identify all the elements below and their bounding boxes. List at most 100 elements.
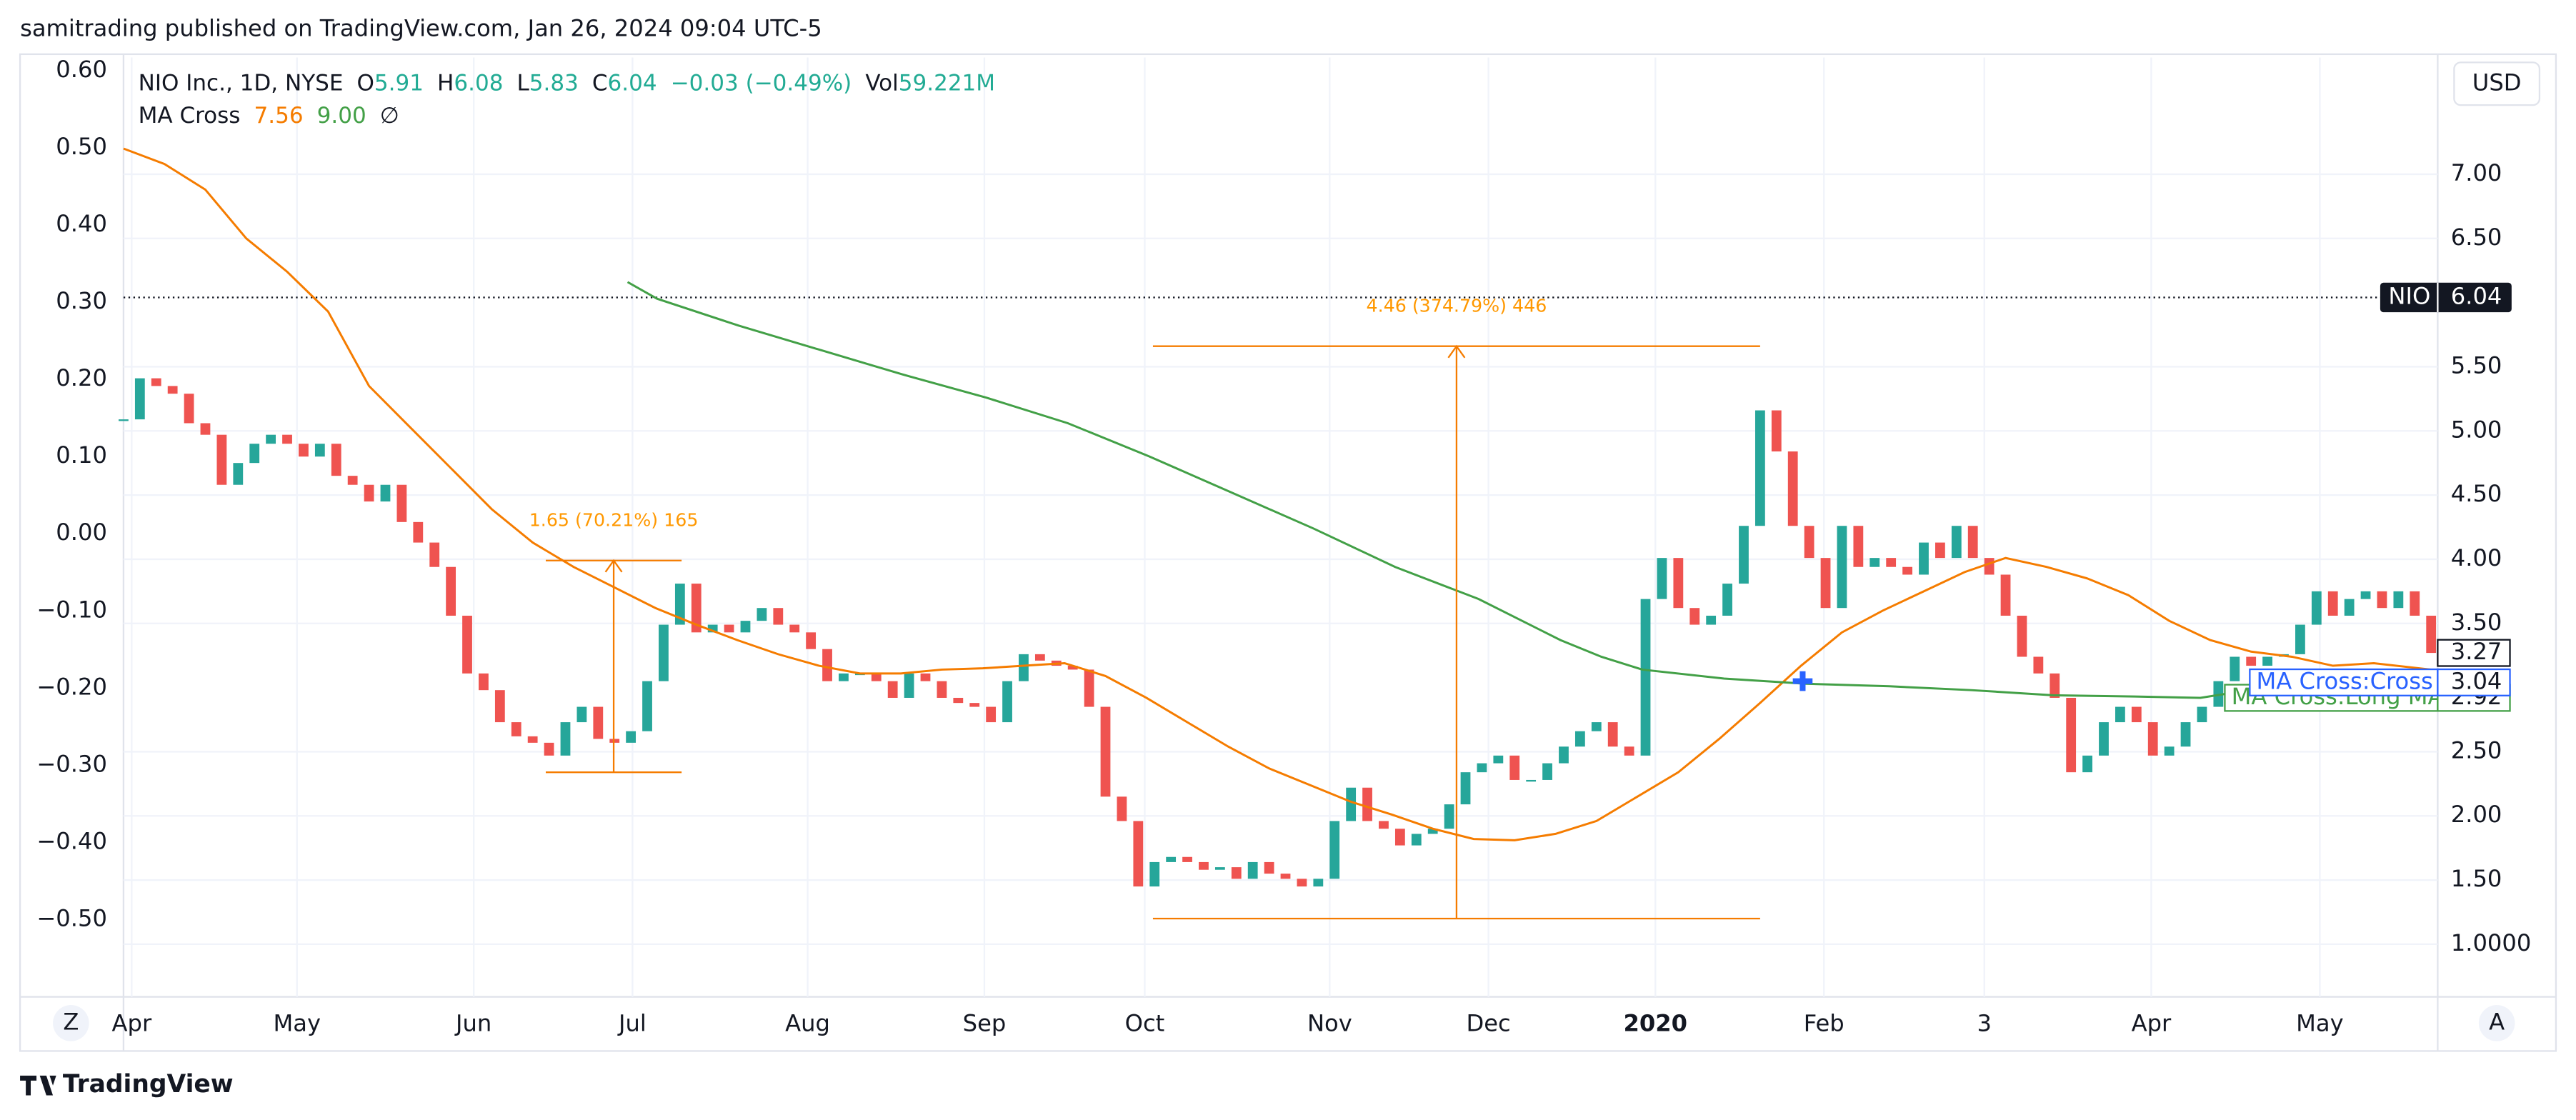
- short-value: 7.56: [254, 103, 304, 129]
- x-tick-label: Aug: [785, 1010, 830, 1037]
- candle: [2099, 722, 2109, 756]
- candle: [1460, 772, 1471, 805]
- candle: [1280, 874, 1291, 879]
- legend-line: NIO Inc., 1D, NYSE O5.91 H6.08 L5.83 C6.…: [139, 70, 995, 96]
- z-button[interactable]: [53, 1005, 89, 1041]
- y-tick-label: 2.00: [2451, 801, 2502, 828]
- candle: [1591, 722, 1602, 731]
- chart-frame: [19, 53, 2557, 1052]
- candle: [1034, 654, 1045, 661]
- candle: [2393, 591, 2404, 609]
- a-label[interactable]: A: [2489, 1008, 2505, 1035]
- candle: [2377, 591, 2387, 609]
- candle: [806, 632, 817, 649]
- h-label: H: [437, 70, 454, 96]
- candle: [2426, 615, 2437, 654]
- candle: [429, 542, 440, 567]
- y2-tick-label: 0.30: [56, 287, 107, 314]
- price-label: 3.04: [2451, 667, 2502, 694]
- price-tag: [2380, 282, 2512, 313]
- ma-line: [626, 281, 2432, 699]
- candle: [1706, 615, 1717, 625]
- candle: [151, 378, 161, 386]
- cross-marker: [1792, 671, 1813, 691]
- candle: [1394, 829, 1405, 846]
- candle: [1935, 542, 1945, 559]
- l-label: L: [516, 70, 529, 96]
- candle: [1379, 821, 1389, 829]
- price-label-box: [2437, 639, 2511, 667]
- candle: [560, 722, 571, 756]
- x-tick-label: Oct: [1125, 1010, 1165, 1037]
- price-label-box: [2437, 668, 2511, 696]
- x-tick-label: May: [274, 1010, 321, 1037]
- candle: [2344, 599, 2355, 616]
- y-tick-label: 3.50: [2451, 609, 2502, 636]
- candle: [1542, 763, 1552, 780]
- candle: [937, 681, 947, 698]
- candle: [1689, 608, 1700, 625]
- o-value: 5.91: [374, 70, 424, 96]
- candle: [1231, 867, 1242, 879]
- candle: [1967, 526, 1978, 559]
- candle: [2180, 722, 2191, 747]
- candle: [871, 673, 882, 681]
- symbol: NIO Inc., 1D, NYSE: [139, 70, 344, 96]
- a-button[interactable]: [2478, 1005, 2515, 1041]
- x-tick-label: 2020: [1623, 1010, 1687, 1037]
- candle: [1771, 410, 1782, 452]
- candle: [2131, 706, 2142, 723]
- candle: [1067, 666, 1078, 670]
- candle: [1019, 654, 1029, 681]
- candle: [2246, 656, 2257, 666]
- candle: [1804, 526, 1814, 559]
- candle: [920, 673, 931, 681]
- candle: [757, 608, 767, 621]
- candle: [1199, 861, 1209, 870]
- candle: [2295, 624, 2305, 654]
- candle: [986, 706, 997, 723]
- candle: [593, 706, 604, 739]
- candle: [1346, 787, 1357, 821]
- arrow-head: [604, 559, 623, 573]
- candle: [266, 434, 276, 444]
- x-tick-label: Dec: [1466, 1010, 1510, 1037]
- currency[interactable]: USD: [2472, 69, 2522, 96]
- y2-tick-label: 0.10: [56, 441, 107, 469]
- candle: [479, 673, 489, 691]
- candle: [1722, 584, 1732, 616]
- candle: [2147, 722, 2158, 756]
- candle: [167, 386, 178, 394]
- candle: [119, 419, 129, 421]
- candle: [2033, 656, 2044, 674]
- candle: [724, 624, 734, 633]
- currency-button[interactable]: [2453, 61, 2541, 106]
- label-name-box: [2249, 668, 2439, 696]
- x-tick-label: Sep: [963, 1010, 1007, 1037]
- candle: [1214, 867, 1225, 870]
- candle: [1820, 558, 1831, 609]
- candle: [2327, 591, 2338, 616]
- vol-value: 59.221M: [899, 70, 995, 96]
- candle: [1673, 558, 1684, 609]
- y-tick-label: 7.00: [2451, 159, 2502, 186]
- z-label[interactable]: Z: [63, 1008, 79, 1035]
- candle: [2197, 706, 2207, 723]
- candle: [887, 681, 898, 698]
- ma-line: [123, 147, 2432, 841]
- candle: [1640, 599, 1651, 756]
- candle: [953, 697, 964, 704]
- candle: [1100, 706, 1111, 797]
- candle: [2082, 755, 2092, 773]
- measure-label: 4.46 (374.79%) 446: [1367, 296, 1547, 316]
- candle: [576, 706, 587, 723]
- candle: [1002, 681, 1012, 723]
- price-tag-value: 6.04: [2451, 282, 2502, 309]
- candle: [331, 444, 341, 476]
- candle: [1607, 722, 1618, 747]
- candle: [969, 703, 980, 707]
- candle: [364, 484, 374, 502]
- candle: [2262, 656, 2272, 666]
- candle: [1886, 558, 1897, 567]
- long-value: 9.00: [317, 103, 366, 129]
